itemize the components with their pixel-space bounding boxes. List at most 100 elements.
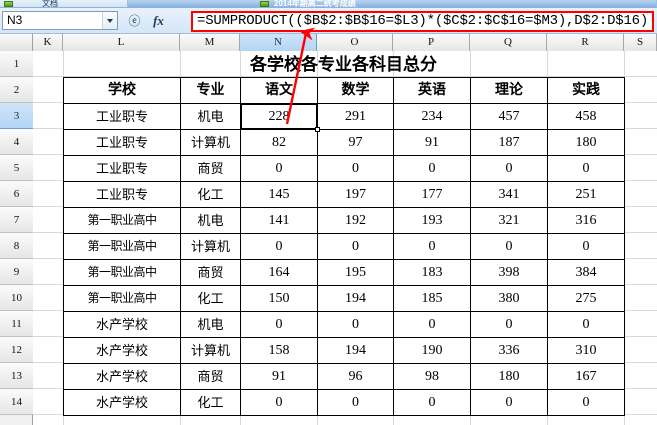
school-cell[interactable]: 工业职专 [63,181,181,208]
school-cell[interactable]: 水产学校 [63,337,181,364]
column-header-O[interactable]: O [317,34,393,51]
english-cell[interactable]: 98 [393,363,471,390]
school-cell[interactable]: 第一职业高中 [63,233,181,260]
row-header-5[interactable]: 5 [0,155,33,181]
table-header-english[interactable]: 英语 [393,77,471,104]
chinese-cell[interactable]: 91 [240,363,318,390]
chinese-cell[interactable]: 0 [240,389,318,416]
major-cell[interactable]: 计算机 [180,129,241,156]
chinese-cell[interactable]: 145 [240,181,318,208]
major-cell[interactable]: 商贸 [180,155,241,182]
fx-icon[interactable]: fx [153,13,164,28]
english-cell[interactable]: 0 [393,155,471,182]
practice-cell[interactable]: 384 [547,259,625,286]
row-header-10[interactable]: 10 [0,285,33,311]
major-cell[interactable]: 机电 [180,103,241,130]
school-cell[interactable]: 第一职业高中 [63,259,181,286]
practice-cell[interactable]: 310 [547,337,625,364]
chinese-cell[interactable]: 164 [240,259,318,286]
school-cell[interactable]: 工业职专 [63,155,181,182]
english-cell[interactable]: 193 [393,207,471,234]
school-cell[interactable]: 水产学校 [63,363,181,390]
math-cell[interactable]: 197 [317,181,394,208]
major-cell[interactable]: 化工 [180,285,241,312]
practice-cell[interactable]: 275 [547,285,625,312]
theory-cell[interactable]: 180 [470,363,548,390]
taskbar-button-document[interactable]: 文档 [0,0,128,7]
column-header-N[interactable]: N [240,34,317,51]
math-cell[interactable]: 0 [317,389,394,416]
math-cell[interactable]: 0 [317,311,394,338]
practice-cell[interactable]: 0 [547,311,625,338]
row-header-3[interactable]: 3 [0,103,33,129]
row-header-12[interactable]: 12 [0,337,33,363]
fill-handle[interactable] [315,127,320,132]
major-cell[interactable]: 机电 [180,311,241,338]
column-header-L[interactable]: L [63,34,180,51]
practice-cell[interactable]: 316 [547,207,625,234]
table-header-major[interactable]: 专业 [180,77,241,104]
english-cell[interactable]: 0 [393,389,471,416]
name-box[interactable]: N3 [2,11,118,30]
major-cell[interactable]: 计算机 [180,233,241,260]
row-header-8[interactable]: 8 [0,233,33,259]
practice-cell[interactable]: 180 [547,129,625,156]
school-cell[interactable]: 水产学校 [63,389,181,416]
row-header-14[interactable]: 14 [0,389,33,415]
math-cell[interactable]: 195 [317,259,394,286]
english-cell[interactable]: 185 [393,285,471,312]
table-header-theory[interactable]: 理论 [470,77,548,104]
practice-cell[interactable]: 458 [547,103,625,130]
math-cell[interactable]: 0 [317,233,394,260]
taskbar-button-workbook[interactable]: 2014年期高二统考成绩 [128,0,657,7]
math-cell[interactable]: 194 [317,337,394,364]
row-header-4[interactable]: 4 [0,129,33,155]
row-header-7[interactable]: 7 [0,207,33,233]
english-cell[interactable]: 183 [393,259,471,286]
row-header-11[interactable]: 11 [0,311,33,337]
theory-cell[interactable]: 0 [470,155,548,182]
select-all-corner[interactable] [0,34,33,51]
math-cell[interactable]: 0 [317,155,394,182]
theory-cell[interactable]: 0 [470,233,548,260]
chinese-cell[interactable]: 0 [240,155,318,182]
table-header-school[interactable]: 学校 [63,77,181,104]
sheet-title[interactable]: 各学校各专业各科目总分 [250,55,437,74]
theory-cell[interactable]: 457 [470,103,548,130]
column-header-P[interactable]: P [393,34,470,51]
chinese-cell[interactable]: 150 [240,285,318,312]
chinese-cell[interactable]: 141 [240,207,318,234]
major-cell[interactable]: 机电 [180,207,241,234]
insert-function-magnifier-icon[interactable]: ⓔ [128,14,141,28]
column-header-K[interactable]: K [33,34,63,51]
math-cell[interactable]: 194 [317,285,394,312]
theory-cell[interactable]: 380 [470,285,548,312]
row-header-13[interactable]: 13 [0,363,33,389]
practice-cell[interactable]: 0 [547,389,625,416]
theory-cell[interactable]: 321 [470,207,548,234]
major-cell[interactable]: 计算机 [180,337,241,364]
practice-cell[interactable]: 0 [547,233,625,260]
row-header-9[interactable]: 9 [0,259,33,285]
chinese-cell[interactable]: 158 [240,337,318,364]
chevron-down-icon[interactable] [102,12,117,29]
math-cell[interactable]: 97 [317,129,394,156]
row-header-1[interactable]: 1 [0,51,33,77]
theory-cell[interactable]: 187 [470,129,548,156]
chinese-cell[interactable]: 0 [240,233,318,260]
table-header-math[interactable]: 数学 [317,77,394,104]
school-cell[interactable]: 工业职专 [63,129,181,156]
english-cell[interactable]: 91 [393,129,471,156]
practice-cell[interactable]: 0 [547,155,625,182]
theory-cell[interactable]: 0 [470,389,548,416]
math-cell[interactable]: 291 [317,103,394,130]
theory-cell[interactable]: 0 [470,311,548,338]
table-header-practice[interactable]: 实践 [547,77,625,104]
column-header-M[interactable]: M [180,34,240,51]
school-cell[interactable]: 水产学校 [63,311,181,338]
school-cell[interactable]: 工业职专 [63,103,181,130]
table-header-chinese[interactable]: 语文 [240,77,318,104]
english-cell[interactable]: 0 [393,311,471,338]
major-cell[interactable]: 化工 [180,181,241,208]
major-cell[interactable]: 商贸 [180,259,241,286]
